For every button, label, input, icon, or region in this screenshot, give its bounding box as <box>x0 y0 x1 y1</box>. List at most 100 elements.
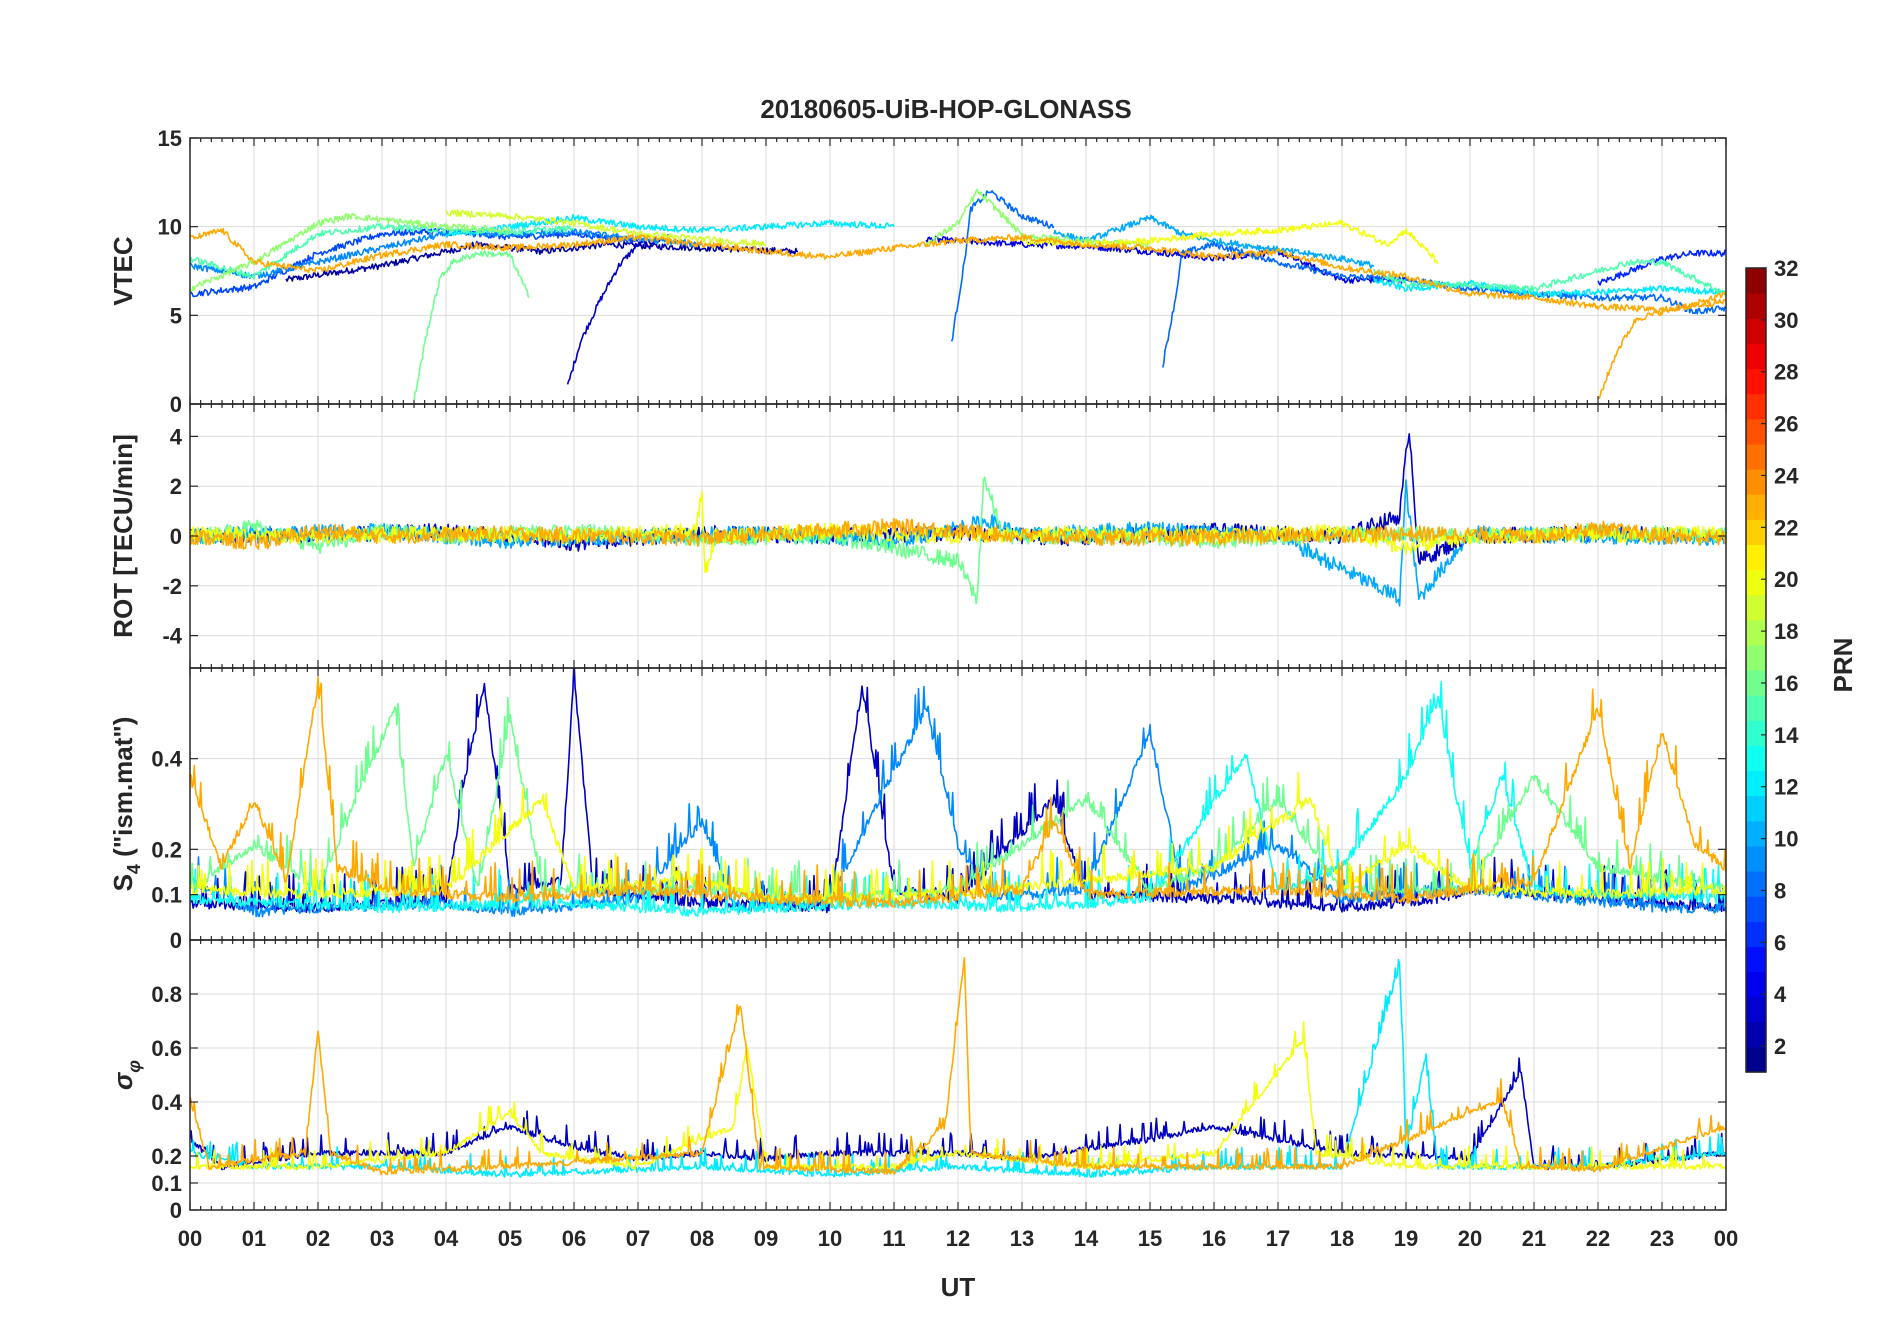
colorbar-segment <box>1746 971 1766 998</box>
y-tick-label: 0.8 <box>151 982 182 1007</box>
y-tick-label: 10 <box>158 215 182 240</box>
colorbar-segment <box>1746 795 1766 822</box>
colorbar-tick-label: 22 <box>1774 515 1798 540</box>
colorbar-segment <box>1746 293 1766 319</box>
series-line-prn-23 <box>190 957 1726 1176</box>
series-line-prn-6 <box>1597 249 1726 286</box>
x-tick-label: 05 <box>498 1226 522 1251</box>
colorbar-tick-label: 32 <box>1774 256 1798 281</box>
colorbar-tick-label: 20 <box>1774 567 1798 592</box>
y-tick-label: -2 <box>162 574 182 599</box>
series-line-prn-17 <box>925 188 1151 248</box>
colorbar-segment <box>1746 418 1766 445</box>
x-tick-label: 23 <box>1650 1226 1674 1251</box>
x-tick-label: 16 <box>1202 1226 1226 1251</box>
colorbar-segment <box>1746 443 1766 470</box>
x-tick-label: 03 <box>370 1226 394 1251</box>
panel-vtec: 0 5 10 15 VTEC <box>108 126 1727 417</box>
x-tick-label: 21 <box>1522 1226 1546 1251</box>
colorbar-segment <box>1746 469 1766 495</box>
series-group <box>190 188 1726 401</box>
x-tick-label: 14 <box>1074 1226 1099 1251</box>
x-tick-label: 17 <box>1266 1226 1290 1251</box>
x-tick-label: 10 <box>818 1226 842 1251</box>
x-tick-labels: 00 01 02 03 04 05 06 07 08 09 10 11 12 13 14 15 16 17 18 19… <box>178 1226 1738 1251</box>
colorbar-tick-label: 16 <box>1774 671 1798 696</box>
series-line-prn-8 <box>1162 240 1726 368</box>
colorbar-segment <box>1746 896 1766 922</box>
series-line-prn-9 <box>190 228 703 280</box>
series-line-prn-10 <box>1053 214 1375 269</box>
series-line-prn-23 <box>1597 291 1726 399</box>
x-axis-label: UT <box>941 1272 976 1302</box>
y-tick-label: 0 <box>170 392 182 417</box>
colorbar-tick-label: 26 <box>1774 412 1798 437</box>
y-axis-label-vtec: VTEC <box>108 236 138 306</box>
series-line-prn-17 <box>190 212 511 293</box>
colorbar-segment <box>1746 720 1766 746</box>
colorbar-segment <box>1746 820 1766 847</box>
colorbar-tick-label: 10 <box>1774 827 1798 852</box>
y-tick-label: 0 <box>170 928 182 953</box>
y-tick-label: 0.1 <box>151 883 182 908</box>
series-line-prn-19 <box>445 209 767 247</box>
colorbar-segment <box>1746 695 1766 721</box>
colorbar-segment <box>1746 1021 1766 1048</box>
x-tick-label: 20 <box>1458 1226 1482 1251</box>
x-tick-label: 08 <box>690 1226 714 1251</box>
colorbar-tick-label: 30 <box>1774 308 1798 333</box>
grid <box>190 137 1726 404</box>
colorbar-segment <box>1746 393 1766 420</box>
x-tick-label: 19 <box>1394 1226 1418 1251</box>
colorbar-segment <box>1746 594 1766 621</box>
series-line-prn-16 <box>413 249 530 401</box>
x-tick-label: 00 <box>178 1226 202 1251</box>
colorbar-segment <box>1746 619 1766 646</box>
y-tick-label: 0 <box>170 1198 182 1223</box>
series-line-prn-23 <box>190 227 1726 314</box>
x-tick-label: 01 <box>242 1226 266 1251</box>
y-tick-label: 0.1 <box>151 1171 182 1196</box>
colorbar-tick-label: 8 <box>1774 878 1786 903</box>
series-line-prn-20 <box>1021 219 1439 265</box>
colorbar-segment <box>1746 318 1766 344</box>
colorbar-segment <box>1746 519 1766 545</box>
colorbar-tick-label: 4 <box>1774 982 1787 1007</box>
colorbar-tick-label: 2 <box>1774 1034 1786 1059</box>
x-tick-label: 15 <box>1138 1226 1162 1251</box>
series-line-prn-12 <box>190 958 1726 1178</box>
y-tick-label: 0 <box>170 524 182 549</box>
series-group <box>190 957 1726 1178</box>
colorbar-segment <box>1746 996 1766 1023</box>
colorbar-tick-label: 6 <box>1774 930 1786 955</box>
series-group <box>190 433 1726 607</box>
series-line-prn-12 <box>1373 277 1726 298</box>
x-tick-label: 22 <box>1586 1226 1610 1251</box>
colorbar-segment <box>1746 871 1766 897</box>
colorbar-segment <box>1746 268 1766 294</box>
colorbar-segment <box>1746 368 1766 395</box>
series-group <box>190 668 1726 918</box>
colorbar-tick-label: 18 <box>1774 619 1798 644</box>
series-line-prn-20 <box>190 1021 1726 1171</box>
panel-s4: 0 0.1 0.2 0.4 S4 ("ism.mat") <box>108 667 1727 953</box>
x-tick-label: 18 <box>1330 1226 1354 1251</box>
y-tick-label: -4 <box>162 624 182 649</box>
colorbar-tick-label: 12 <box>1774 775 1798 800</box>
y-tick-label: 0.4 <box>151 1090 182 1115</box>
x-tick-label: 02 <box>306 1226 330 1251</box>
chart-title: 20180605-UiB-HOP-GLONASS <box>760 94 1131 124</box>
colorbar-segment <box>1746 921 1766 947</box>
colorbar-segment <box>1746 569 1766 596</box>
series-line-prn-16 <box>190 476 1726 605</box>
colorbar-segment <box>1746 946 1766 973</box>
y-axis-label-rot: ROT [TECU/min] <box>108 434 138 638</box>
colorbar-segment <box>1746 745 1766 772</box>
series-line-prn-3 <box>566 234 671 385</box>
colorbar-segment <box>1746 1046 1766 1073</box>
y-axis-label-s4: S4 ("ism.mat") <box>108 717 144 892</box>
y-tick-label: 4 <box>170 424 183 449</box>
y-tick-label: 15 <box>158 126 182 151</box>
